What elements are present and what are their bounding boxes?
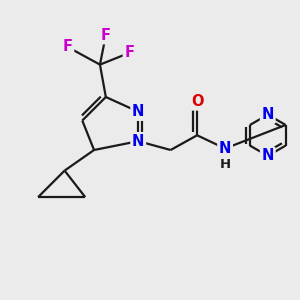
Text: H: H: [220, 158, 231, 171]
Text: N: N: [132, 104, 144, 119]
Text: N: N: [262, 148, 274, 164]
Text: F: F: [63, 39, 73, 54]
Text: N: N: [262, 107, 274, 122]
Text: F: F: [101, 28, 111, 43]
Text: N: N: [219, 141, 231, 156]
Text: N: N: [132, 134, 144, 149]
Text: O: O: [191, 94, 203, 109]
Text: F: F: [124, 45, 134, 60]
